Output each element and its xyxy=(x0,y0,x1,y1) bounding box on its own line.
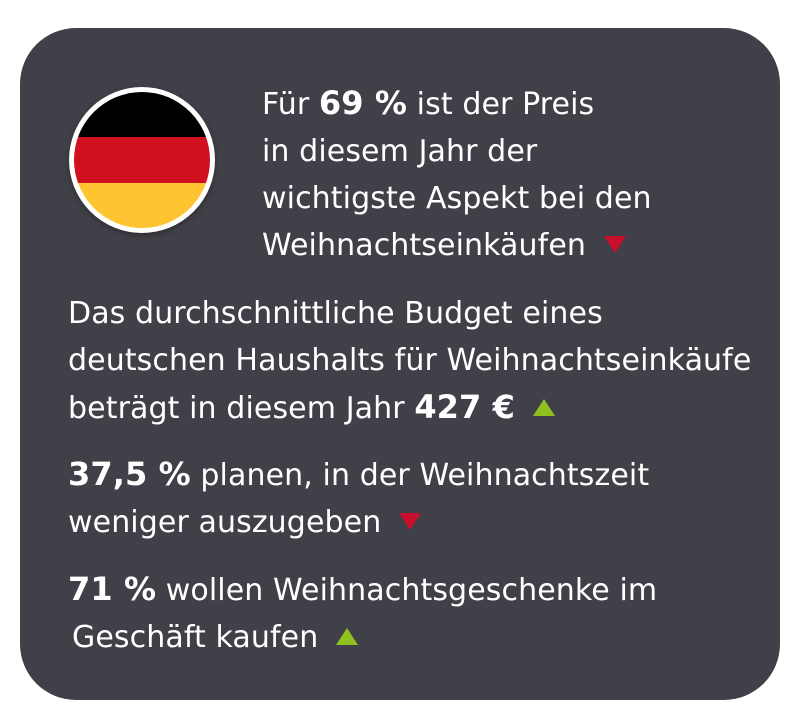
stat-average-budget: Das durchschnittliche Budget eines deuts… xyxy=(68,290,751,432)
stat-line: weniger auszugeben xyxy=(68,499,649,546)
stat-text: Weihnachtseinkäufen xyxy=(262,228,586,263)
stat-text: weniger auszugeben xyxy=(68,505,382,540)
stat-text: Für xyxy=(262,87,319,122)
stat-spend-less: 37,5 % planen, in der Weihnachtszeit wen… xyxy=(68,451,649,546)
stat-line: Für 69 % ist der Preis xyxy=(262,80,652,128)
stat-line: deutschen Haushalts für Weihnachtseinkäu… xyxy=(68,343,752,378)
stat-line: Weihnachtseinkäufen xyxy=(262,222,652,269)
stat-buy-in-store: 71 % wollen Weihnachtsgeschenke im Gesch… xyxy=(68,566,657,661)
stat-text: planen, in der Weihnachtszeit xyxy=(190,458,650,493)
trend-up-icon xyxy=(533,399,556,416)
trend-down-icon xyxy=(604,236,626,253)
flag-stripe-gold xyxy=(74,182,210,228)
stat-text: wollen Weihnachtsgeschenke im xyxy=(156,573,658,608)
stat-line: 37,5 % planen, in der Weihnachtszeit xyxy=(68,451,649,499)
stat-line: wichtigste Aspekt bei den xyxy=(262,181,652,216)
flag-stripe-black xyxy=(74,92,210,138)
stat-line: 71 % wollen Weihnachtsgeschenke im xyxy=(68,566,657,614)
trend-down-icon xyxy=(399,513,422,530)
stat-value: 69 % xyxy=(318,84,408,122)
stat-line: in diesem Jahr der xyxy=(262,134,538,169)
flag-stripe-red xyxy=(74,137,210,183)
stat-text: ist der Preis xyxy=(407,87,595,122)
stat-line: Geschäft kaufen xyxy=(68,614,657,661)
stat-value: 37,5 % xyxy=(68,455,191,493)
germany-flag-icon xyxy=(69,87,215,233)
infographic-card: Für 69 % ist der Preis in diesem Jahr de… xyxy=(20,28,780,700)
stat-line: beträgt in diesem Jahr 427 € xyxy=(68,384,751,432)
trend-up-icon xyxy=(336,628,359,645)
stat-value: 71 % xyxy=(68,570,157,608)
stat-value: 427 € xyxy=(414,388,516,426)
stat-line: Das durchschnittliche Budget eines xyxy=(68,296,603,331)
stat-text: Geschäft kaufen xyxy=(72,620,319,655)
stat-price-importance: Für 69 % ist der Preis in diesem Jahr de… xyxy=(262,80,652,269)
stat-text: beträgt in diesem Jahr xyxy=(68,391,415,426)
